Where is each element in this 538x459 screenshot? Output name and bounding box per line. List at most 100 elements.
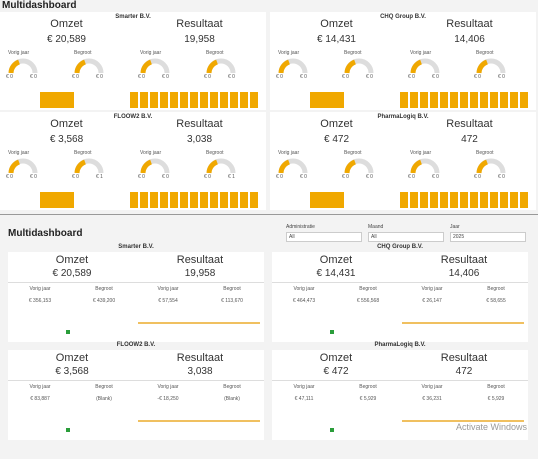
gauge [344, 158, 374, 174]
bar-block [140, 92, 148, 108]
omzet-label: Omzet [55, 352, 89, 364]
filter-dropdown[interactable]: All [286, 232, 362, 242]
bar-block [410, 92, 418, 108]
gauge [206, 58, 236, 74]
bar-block [400, 192, 408, 208]
sub-value: € 5,929 [487, 396, 505, 402]
sub-label: Begroot [95, 286, 113, 292]
gauge-max: € 0 [300, 74, 307, 80]
panel: CHQ Group B.V. Omzet € 14,431 Resultaat 14,4… [270, 12, 536, 110]
bar-block [180, 192, 188, 208]
omzet-value: € 3,568 [49, 134, 84, 145]
gauge-label: Begroot [476, 50, 494, 56]
bar-block [180, 92, 188, 108]
resultaat-value: 19,958 [184, 268, 216, 279]
trend-dot [330, 428, 334, 432]
filter-label: Maand [368, 224, 384, 230]
bar-block [480, 192, 488, 208]
trend-line [402, 420, 524, 422]
omzet-value: € 20,589 [52, 268, 92, 279]
gauge-min: € 0 [72, 174, 79, 180]
bar-block [520, 92, 528, 108]
trend-dot [66, 428, 70, 432]
gauge [476, 58, 506, 74]
separator [272, 282, 528, 283]
sub-label: Begroot [487, 384, 505, 390]
resultaat-value: 14,406 [454, 34, 485, 45]
separator [272, 380, 528, 381]
bar-block [160, 92, 168, 108]
bar-block [480, 92, 488, 108]
omzet-value: € 3,568 [55, 366, 89, 377]
bar-block [490, 92, 498, 108]
trend-line [138, 322, 260, 324]
panel: Omzet € 3,568 Resultaat 3,038 Vorig jaar € 83… [8, 350, 264, 440]
trend-line [402, 322, 524, 324]
bar-block [150, 192, 158, 208]
resultaat-value: 3,038 [186, 134, 213, 145]
bar-block [420, 192, 428, 208]
sub-value: € 5,929 [359, 396, 377, 402]
sub-label: Vorig jaar [421, 286, 443, 292]
omzet-label: Omzet [319, 352, 353, 364]
gauge-label: Begroot [344, 150, 362, 156]
sub-label: Begroot [95, 384, 113, 390]
bar-block [450, 92, 458, 108]
gauge-label: Begroot [206, 150, 224, 156]
panel-name: CHQ Group B.V. [377, 244, 423, 250]
sub-label: Vorig jaar [157, 384, 179, 390]
omzet-label: Omzet [320, 18, 353, 30]
gauge-max: € 1 [228, 174, 235, 180]
panel-name: CHQ Group B.V. [380, 14, 426, 20]
gauge [278, 158, 308, 174]
omzet-value: € 14,431 [316, 268, 356, 279]
bar-block [470, 92, 478, 108]
gauge-min: € 0 [204, 74, 211, 80]
bar-block [230, 192, 238, 208]
dashboard-title: Multidashboard [2, 0, 77, 11]
bar-block [510, 192, 518, 208]
gauge-label: Vorig jaar [410, 50, 432, 56]
filter-label: Jaar [450, 224, 460, 230]
bar-block [140, 192, 148, 208]
gauge-min: € 0 [342, 74, 349, 80]
dashboard-title: Multidashboard [8, 228, 83, 239]
panel: Omzet € 20,589 Resultaat 19,958 Vorig jaar € … [8, 252, 264, 342]
sub-label: Vorig jaar [421, 384, 443, 390]
bar-block [440, 192, 448, 208]
sub-value: € 26,147 [422, 298, 442, 304]
gauge-label: Begroot [476, 150, 494, 156]
windows-notice: Activate Windows [456, 422, 528, 432]
bar-block [460, 192, 468, 208]
gauge-max: € 0 [498, 74, 505, 80]
gauge-label: Vorig jaar [8, 50, 30, 56]
gauge-min: € 0 [138, 174, 145, 180]
bar-block [420, 92, 428, 108]
resultaat-label: Resultaat [440, 352, 488, 364]
omzet-value: € 20,589 [47, 34, 86, 45]
sub-value: € 556,568 [356, 298, 380, 304]
bar-block [240, 92, 248, 108]
panel-name: PharmaLogiq B.V. [377, 114, 429, 120]
gauge [8, 58, 38, 74]
bar-block [510, 92, 518, 108]
sub-value: € 57,554 [158, 298, 178, 304]
bar-block [470, 192, 478, 208]
sub-label: Begroot [487, 286, 505, 292]
filter-dropdown[interactable]: 2025 [450, 232, 526, 242]
sub-label: Begroot [223, 384, 241, 390]
gauge [344, 58, 374, 74]
gauge-min: € 0 [474, 74, 481, 80]
gauge [206, 158, 236, 174]
omzet-label: Omzet [50, 118, 83, 130]
gauge-min: € 0 [138, 74, 145, 80]
panel-name: FLOOW2 B.V. [113, 114, 153, 120]
panel-name: Smarter B.V. [118, 244, 154, 250]
gauge [140, 58, 170, 74]
omzet-label: Omzet [320, 118, 353, 130]
separator [8, 380, 264, 381]
filter-dropdown[interactable]: All [368, 232, 444, 242]
resultaat-label: Resultaat [440, 254, 488, 266]
bar-block [310, 92, 344, 108]
gauge-min: € 0 [342, 174, 349, 180]
